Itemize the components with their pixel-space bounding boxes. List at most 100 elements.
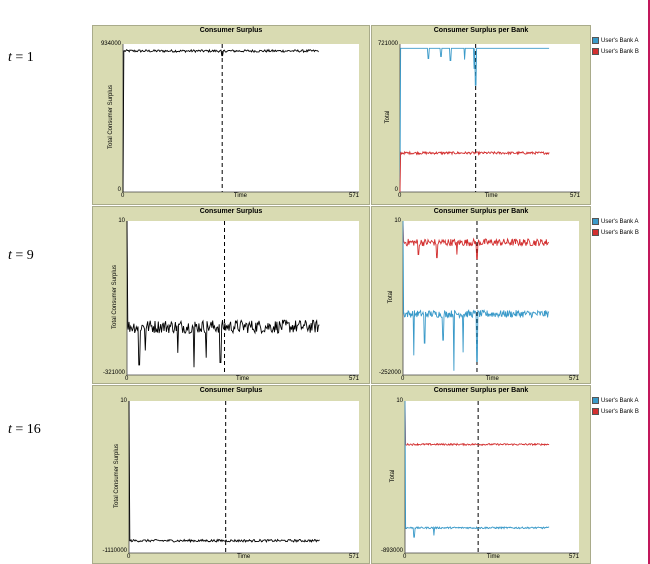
- legend-item: User's Bank B: [592, 227, 650, 238]
- x-tick-label-right: 571: [569, 376, 580, 382]
- plot-area: [404, 400, 579, 554]
- x-axis-label: Time: [237, 554, 251, 560]
- plot-area: [128, 400, 359, 554]
- y-axis-label: Total: [390, 469, 396, 483]
- chart-panel-cs-t16: Consumer Surplus 10 -1110000 0 571 Time Total …: [92, 385, 370, 564]
- x-tick-label-right: 571: [570, 193, 581, 199]
- legend-label: User's Bank A: [601, 397, 639, 404]
- y-tick-label-top: 10: [394, 218, 401, 224]
- chart-title: Consumer Surplus per Bank: [433, 208, 529, 215]
- legend-item: User's Bank B: [592, 46, 650, 57]
- y-tick-label-bottom: -1110000: [102, 548, 127, 554]
- axis-lines: [402, 221, 579, 376]
- series-line-0: [404, 400, 550, 447]
- chart-panel-csb-t16: Consumer Surplus per Bank 10 -893000 0 571 Ti…: [371, 385, 591, 564]
- legend-swatch: [592, 48, 599, 55]
- axis-lines: [404, 401, 579, 554]
- y-tick-label-bottom: 0: [117, 187, 121, 193]
- y-tick-label-bottom: -893000: [380, 548, 403, 554]
- chart-title: Consumer Surplus: [199, 387, 263, 394]
- plot-svg: [402, 220, 579, 376]
- legend-label: User's Bank A: [601, 37, 639, 44]
- legend-item: User's Bank B: [592, 406, 650, 417]
- chart-panel-csb-t1: Consumer Surplus per Bank 721000 0 0 571 Time…: [371, 25, 591, 205]
- chart-panel-cs-t1: Consumer Surplus 934000 0 0 571 Time Total Con…: [92, 25, 370, 205]
- row-label-t1: t = 1: [8, 50, 88, 66]
- row-label-eq: = 16: [11, 422, 41, 437]
- y-axis-label: Total: [385, 110, 391, 124]
- x-tick-label-left: 0: [121, 193, 125, 199]
- legend-swatch: [592, 229, 599, 236]
- series-line-1: [399, 150, 550, 193]
- x-axis-label: Time: [486, 554, 500, 560]
- legend-item: User's Bank A: [592, 395, 650, 406]
- y-axis-label: Total Consumer Surplus: [108, 84, 114, 150]
- legend-swatch: [592, 408, 599, 415]
- x-tick-label-right: 571: [569, 554, 580, 560]
- y-tick-label-top: 10: [120, 398, 127, 404]
- chart-title: Consumer Surplus: [199, 27, 263, 34]
- legend-swatch: [592, 37, 599, 44]
- row-label-eq: = 1: [11, 50, 34, 65]
- row-label-t16: t = 16: [8, 422, 88, 438]
- legend-label: User's Bank B: [601, 229, 639, 236]
- row-label-t9: t = 9: [8, 248, 88, 264]
- plot-area: [126, 220, 359, 376]
- x-axis-label: Time: [233, 193, 248, 199]
- x-tick-label-right: 571: [349, 193, 360, 199]
- legend: User's Bank A User's Bank B: [592, 35, 650, 57]
- series-line-0: [128, 400, 320, 544]
- series-line-0: [399, 47, 550, 193]
- y-axis-label: Total Consumer Surplus: [112, 264, 118, 330]
- chart-title: Consumer Surplus: [199, 208, 263, 215]
- chart-panel-cs-t9: Consumer Surplus 10 -321000 0 571 Time Total C…: [92, 206, 370, 384]
- y-tick-label-top: 10: [118, 218, 125, 224]
- row-label-var: t: [8, 422, 12, 437]
- plot-area: [402, 220, 579, 376]
- row-label-var: t: [8, 50, 12, 65]
- legend-item: User's Bank A: [592, 35, 650, 46]
- series-line-0: [122, 48, 319, 193]
- series-line-0: [402, 220, 549, 260]
- series-line-0: [126, 220, 320, 368]
- y-tick-label-bottom: 0: [394, 187, 398, 193]
- x-tick-label-right: 571: [349, 376, 360, 382]
- plot-area: [122, 44, 359, 193]
- axis-lines: [399, 44, 580, 193]
- chart-panel-csb-t9: Consumer Surplus per Bank 10 -252000 0 571 Ti…: [371, 206, 591, 384]
- y-tick-label-bottom: -252000: [378, 370, 401, 376]
- legend-swatch: [592, 397, 599, 404]
- x-axis-label: Time: [236, 376, 250, 382]
- x-tick-label-left: 0: [125, 376, 129, 382]
- x-tick-label-left: 0: [401, 376, 405, 382]
- chart-title: Consumer Surplus per Bank: [433, 387, 529, 394]
- legend-label: User's Bank B: [601, 48, 639, 55]
- y-tick-label-bottom: -321000: [102, 370, 125, 376]
- chart-title: Consumer Surplus per Bank: [433, 27, 529, 34]
- legend: User's Bank A User's Bank B: [592, 395, 650, 417]
- legend: User's Bank A User's Bank B: [592, 216, 650, 238]
- edge-marker: [648, 0, 650, 564]
- legend-item: User's Bank A: [592, 216, 650, 227]
- plot-area: [399, 44, 580, 193]
- row-label-var: t: [8, 248, 12, 263]
- x-tick-label-right: 571: [349, 554, 360, 560]
- y-axis-label: Total: [388, 290, 394, 304]
- legend-label: User's Bank B: [601, 408, 639, 415]
- series-line-1: [404, 400, 550, 538]
- x-axis-label: Time: [485, 376, 499, 382]
- plot-svg: [126, 220, 359, 376]
- axis-lines: [122, 44, 359, 193]
- plot-svg: [404, 400, 579, 554]
- x-tick-label-left: 0: [127, 554, 131, 560]
- legend-swatch: [592, 218, 599, 225]
- series-line-1: [402, 220, 550, 371]
- axis-lines: [126, 221, 359, 376]
- x-axis-label: Time: [484, 193, 498, 199]
- plot-svg: [399, 44, 580, 193]
- row-label-eq: = 9: [11, 248, 34, 263]
- plot-svg: [122, 44, 359, 193]
- axis-lines: [128, 401, 359, 554]
- x-tick-label-left: 0: [398, 193, 402, 199]
- legend-label: User's Bank A: [601, 218, 639, 225]
